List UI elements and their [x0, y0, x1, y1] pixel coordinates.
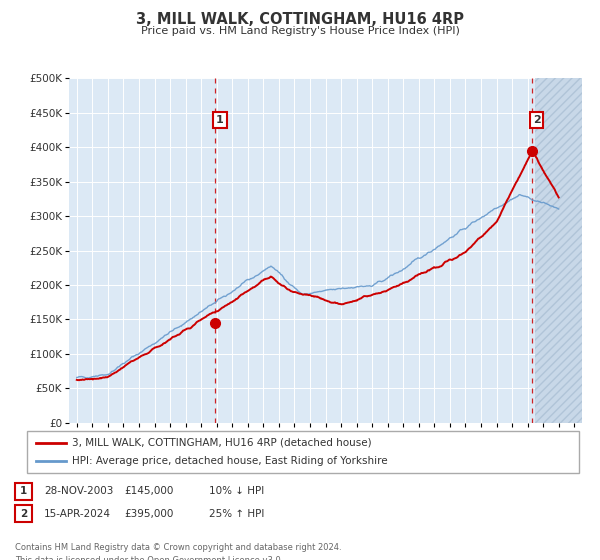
- Text: Price paid vs. HM Land Registry's House Price Index (HPI): Price paid vs. HM Land Registry's House …: [140, 26, 460, 36]
- Text: 10% ↓ HPI: 10% ↓ HPI: [209, 486, 264, 496]
- Text: £395,000: £395,000: [125, 508, 174, 519]
- Text: 28-NOV-2003: 28-NOV-2003: [44, 486, 113, 496]
- Text: 1: 1: [20, 486, 27, 496]
- Bar: [535, 78, 582, 423]
- Text: 15-APR-2024: 15-APR-2024: [44, 508, 111, 519]
- Text: Contains HM Land Registry data © Crown copyright and database right 2024.
This d: Contains HM Land Registry data © Crown c…: [15, 543, 341, 560]
- Text: 1: 1: [216, 115, 224, 125]
- Text: HPI: Average price, detached house, East Riding of Yorkshire: HPI: Average price, detached house, East…: [72, 456, 388, 466]
- Text: 25% ↑ HPI: 25% ↑ HPI: [209, 508, 264, 519]
- Text: £145,000: £145,000: [125, 486, 174, 496]
- Text: 3, MILL WALK, COTTINGHAM, HU16 4RP: 3, MILL WALK, COTTINGHAM, HU16 4RP: [136, 12, 464, 27]
- Text: 2: 2: [533, 115, 541, 125]
- Text: 3, MILL WALK, COTTINGHAM, HU16 4RP (detached house): 3, MILL WALK, COTTINGHAM, HU16 4RP (deta…: [72, 438, 371, 448]
- Text: 2: 2: [20, 508, 27, 519]
